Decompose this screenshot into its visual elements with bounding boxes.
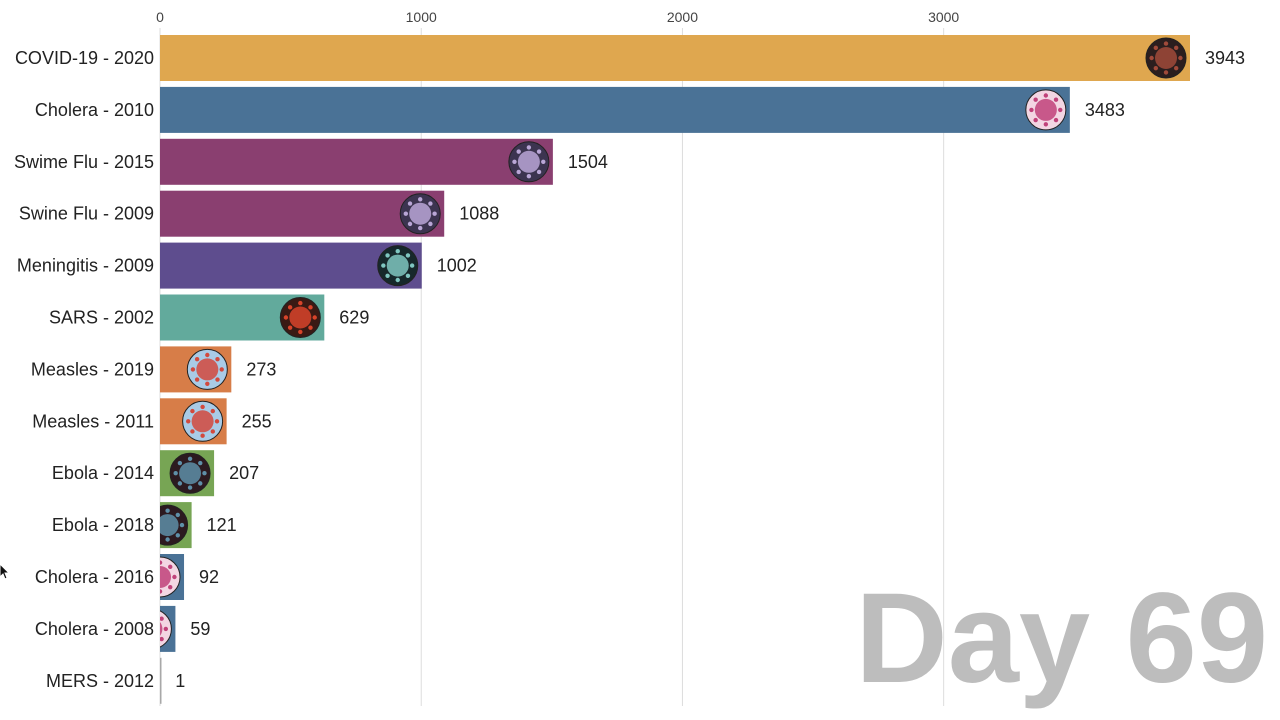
value-label: 3943 [1205, 48, 1245, 68]
category-label: Swime Flu - 2015 [14, 152, 154, 172]
covid-virus-icon [1145, 37, 1187, 79]
meningitis-virus-icon [377, 245, 419, 287]
ebola-virus-icon [160, 504, 189, 546]
category-label: MERS - 2012 [46, 671, 154, 691]
measles-virus-icon [186, 348, 228, 390]
bar-row: COVID-19 - 2020 3943 [15, 35, 1245, 81]
category-label: Cholera - 2010 [35, 100, 154, 120]
bar-row: Measles - 2019 273 [31, 346, 276, 393]
cholera-bacteria-icon [160, 556, 181, 598]
x-tick-label: 1000 [406, 9, 437, 25]
x-tick-label: 2000 [667, 9, 698, 25]
value-label: 1 [175, 671, 185, 691]
cholera-bacteria-icon [160, 610, 172, 648]
value-label: 3483 [1085, 100, 1125, 120]
mouse-cursor-icon [0, 564, 10, 580]
bar-row: Cholera - 2016 92 [35, 554, 219, 600]
value-label: 1088 [459, 204, 499, 224]
value-label: 1504 [568, 152, 608, 172]
bar-row: Cholera - 2008 59 [35, 605, 210, 652]
x-tick-label: 3000 [928, 9, 959, 25]
bar-row: Ebola - 2018 121 [52, 502, 237, 549]
bars: COVID-19 - 2020 3943 Cholera - 2010 3483 Swi… [14, 35, 1245, 704]
value-label: 59 [190, 619, 210, 639]
category-label: Swine Flu - 2009 [19, 204, 154, 224]
bar-row: Cholera - 2010 3483 [35, 86, 1125, 133]
bar-row: Meningitis - 2009 1002 [17, 242, 477, 289]
flu-virus-icon [508, 141, 550, 183]
bar [160, 657, 162, 704]
x-tick-label: 0 [156, 9, 164, 25]
bar [160, 86, 1070, 133]
value-label: 255 [242, 411, 272, 431]
day-counter-label: Day 69 [855, 567, 1268, 710]
bar-row: Swime Flu - 2015 1504 [14, 138, 608, 185]
category-label: Measles - 2011 [32, 411, 154, 431]
bar [160, 190, 445, 237]
measles-virus-icon [182, 400, 224, 442]
bar-row: Ebola - 2014 207 [52, 450, 259, 497]
bar-row: Swine Flu - 2009 1088 [19, 190, 499, 237]
ebola-virus-icon [169, 452, 211, 494]
category-label: Ebola - 2014 [52, 463, 154, 483]
value-label: 121 [207, 515, 237, 535]
bar [160, 138, 553, 185]
bar-row: Measles - 2011 255 [32, 398, 272, 445]
category-label: Cholera - 2016 [35, 567, 154, 587]
value-label: 273 [246, 359, 276, 379]
bar [160, 35, 1190, 81]
category-label: Measles - 2019 [31, 359, 154, 379]
category-label: Cholera - 2008 [35, 619, 154, 639]
category-label: Ebola - 2018 [52, 515, 154, 535]
flu-virus-icon [399, 193, 441, 235]
bar-row: SARS - 2002 629 [49, 294, 369, 341]
value-label: 629 [339, 308, 369, 328]
category-label: SARS - 2002 [49, 308, 154, 328]
value-label: 92 [199, 567, 219, 587]
sars-virus-icon [279, 297, 321, 338]
cholera-bacteria-icon [1025, 89, 1067, 131]
value-label: 1002 [437, 256, 477, 276]
category-label: Meningitis - 2009 [17, 256, 154, 276]
value-label: 207 [229, 463, 259, 483]
category-label: COVID-19 - 2020 [15, 48, 154, 68]
bar-row: MERS - 2012 1 [46, 657, 185, 704]
